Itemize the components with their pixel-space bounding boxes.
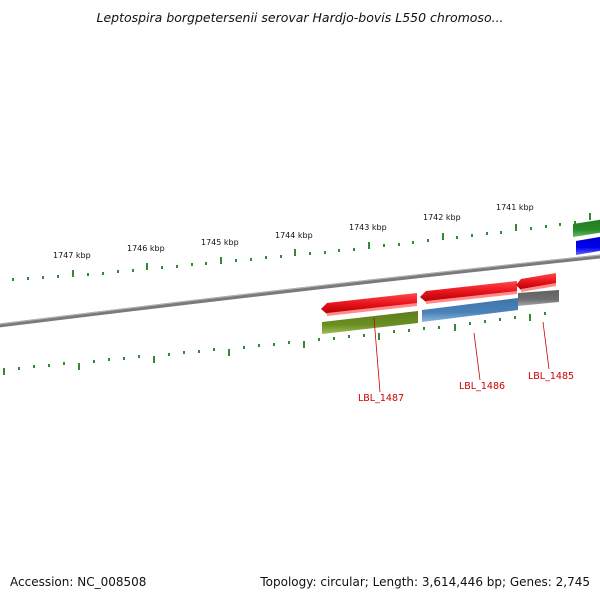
gene-lbl-1486-arrow[interactable] xyxy=(420,281,517,304)
gene-label-lbl-1487[interactable]: LBL_1487 xyxy=(358,393,404,404)
scale-label-1747: 1747 kbp xyxy=(53,251,91,260)
gene-blue-partial[interactable] xyxy=(576,236,600,255)
outer-tick-ring xyxy=(12,213,591,281)
gene-label-lbl-1485[interactable]: LBL_1485 xyxy=(528,371,574,382)
leader-line-lbl-1485 xyxy=(542,321,550,370)
map-title: Leptospira borgpetersenii serovar Hardjo… xyxy=(96,10,504,25)
accession-text: Accession: NC_008508 xyxy=(10,575,147,589)
genome-summary-text: Topology: circular; Length: 3,614,446 bp… xyxy=(260,575,590,589)
gene-lbl-1485-arrow[interactable] xyxy=(516,273,556,292)
genome-backbone-highlight xyxy=(0,254,600,325)
cds-bar-lbl-1487[interactable] xyxy=(322,311,418,334)
gene-green-partial[interactable] xyxy=(573,219,600,237)
leader-line-lbl-1487 xyxy=(373,317,381,393)
cds-bar-lbl-1485[interactable] xyxy=(518,290,559,306)
scale-label-1742: 1742 kbp xyxy=(423,213,461,222)
scale-label-1745: 1745 kbp xyxy=(201,238,239,247)
scale-label-1741: 1741 kbp xyxy=(496,203,534,212)
scale-label-1744: 1744 kbp xyxy=(275,231,313,240)
scale-label-1746: 1746 kbp xyxy=(127,244,165,253)
cds-bar-lbl-1486[interactable] xyxy=(422,298,518,322)
inner-tick-ring xyxy=(3,312,546,375)
gene-lbl-1487-arrow[interactable] xyxy=(321,293,417,316)
gene-label-lbl-1486[interactable]: LBL_1486 xyxy=(459,381,505,392)
scale-label-1743: 1743 kbp xyxy=(349,223,387,232)
leader-line-lbl-1486 xyxy=(473,332,481,381)
genome-backbone xyxy=(0,254,600,328)
